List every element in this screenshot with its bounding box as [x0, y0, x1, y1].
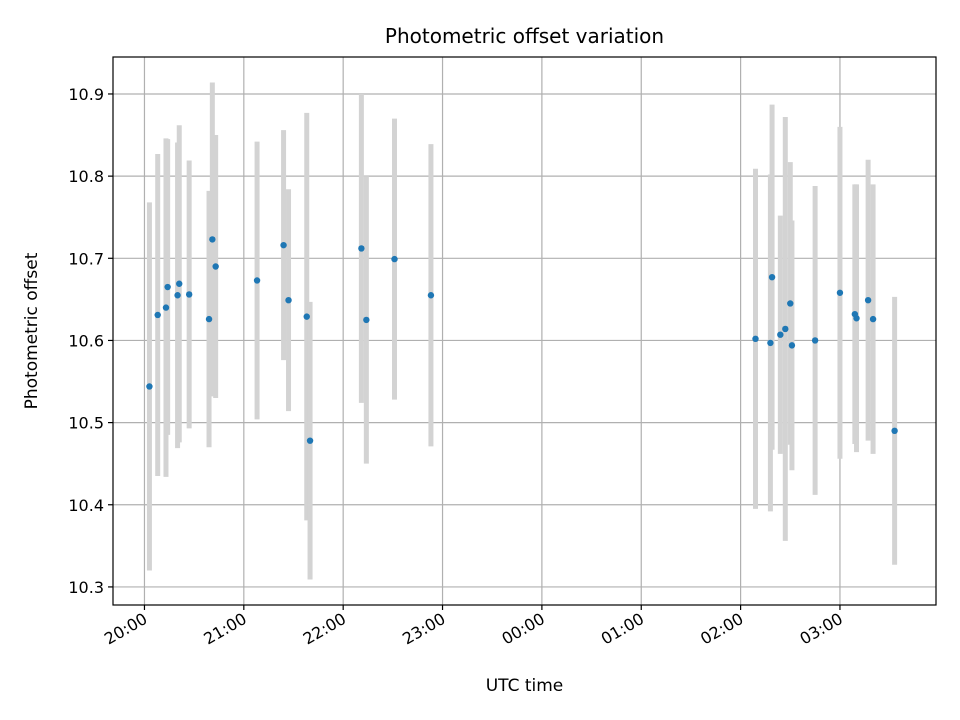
data-point: [280, 241, 287, 249]
data-point: [164, 283, 171, 291]
data-points: [146, 236, 898, 444]
plot-frame: [112, 56, 937, 606]
data-point: [864, 296, 872, 304]
data-point: [154, 311, 161, 319]
y-axis-ticks: 10.3 10.4 10.5 10.6 10.7 10.8 10.9: [68, 85, 113, 597]
x-axis-label: UTC time: [486, 676, 564, 696]
data-point: [363, 316, 370, 324]
data-point: [869, 315, 877, 323]
data-point: [768, 273, 776, 281]
data-point: [836, 289, 844, 296]
y-axis-label: Photometric offset: [22, 252, 42, 409]
y-tick-label: 10.4: [68, 496, 104, 515]
data-point: [285, 296, 292, 304]
data-point: [185, 291, 193, 298]
y-tick-label: 10.7: [68, 249, 104, 268]
data-point: [303, 313, 310, 320]
data-point: [306, 437, 314, 444]
y-tick-label: 10.8: [68, 167, 104, 186]
y-tick-label: 10.6: [68, 331, 104, 350]
data-point: [391, 255, 398, 263]
data-point: [853, 315, 860, 322]
data-point: [782, 325, 789, 333]
data-point: [146, 383, 153, 390]
data-point: [358, 245, 365, 252]
data-point: [253, 277, 261, 284]
chart-title: Photometric offset variation: [385, 24, 664, 48]
data-point: [767, 339, 774, 347]
data-point: [752, 335, 759, 343]
data-point: [788, 342, 796, 349]
data-point: [162, 304, 170, 311]
data-point: [209, 236, 216, 243]
data-point: [427, 292, 435, 299]
y-tick-label: 10.3: [68, 578, 104, 597]
data-point: [777, 331, 784, 338]
data-point: [205, 315, 213, 323]
data-point: [891, 427, 898, 435]
data-point: [212, 263, 219, 270]
data-point: [811, 337, 819, 344]
data-point: [176, 280, 183, 287]
data-point: [174, 292, 181, 299]
y-tick-label: 10.9: [68, 85, 104, 104]
y-tick-label: 10.5: [68, 414, 104, 433]
data-point: [787, 300, 794, 307]
